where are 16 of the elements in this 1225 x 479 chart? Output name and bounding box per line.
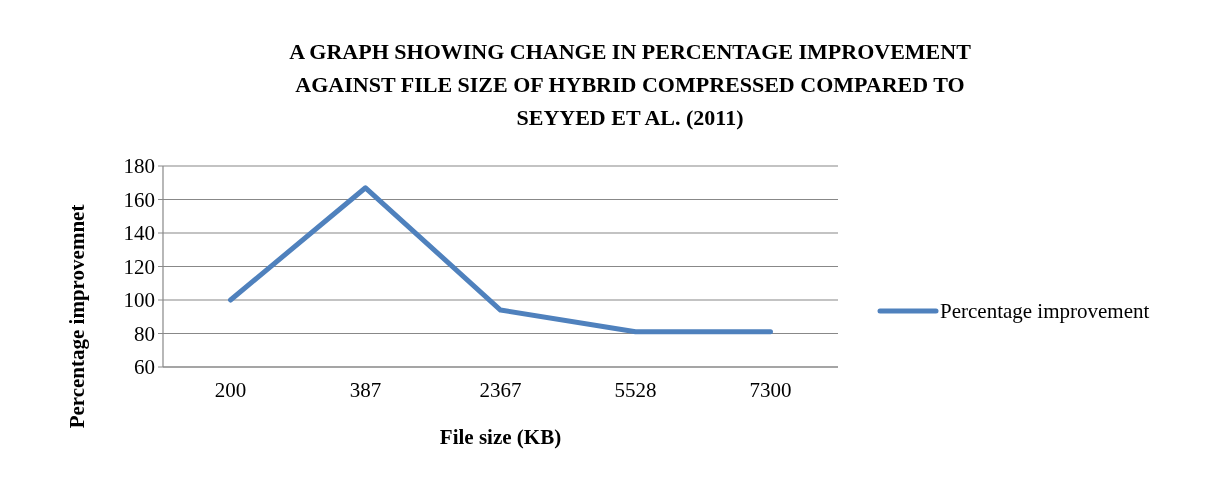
y-tick-label: 120 <box>123 254 155 279</box>
y-tick-label: 60 <box>134 355 155 380</box>
x-tick-label: 387 <box>349 378 382 402</box>
x-tick-label: 7300 <box>749 378 792 402</box>
y-axis-title: Percentage improvemnet <box>65 204 89 429</box>
chart-title: A GRAPH SHOWING CHANGE IN PERCENTAGE IMPROVEMENT AGAINST FILE SIZE OF HYBRID COMPRESSED COMPARED TO SEYYED ET AL. (2011) <box>289 39 972 130</box>
y-tick-label: 160 <box>123 187 155 212</box>
y-tick-label: 140 <box>123 221 155 246</box>
y-tick-label: 180 <box>123 154 155 179</box>
x-tick-label: 200 <box>214 378 247 402</box>
y-tick-label: 80 <box>134 321 155 346</box>
x-axis-title: File size (KB) <box>439 425 562 449</box>
legend-label: Percentage improvement <box>940 299 1150 324</box>
x-tick-label: 5528 <box>614 378 657 402</box>
x-tick-label: 2367 <box>479 378 522 402</box>
y-tick-label: 100 <box>123 288 155 313</box>
